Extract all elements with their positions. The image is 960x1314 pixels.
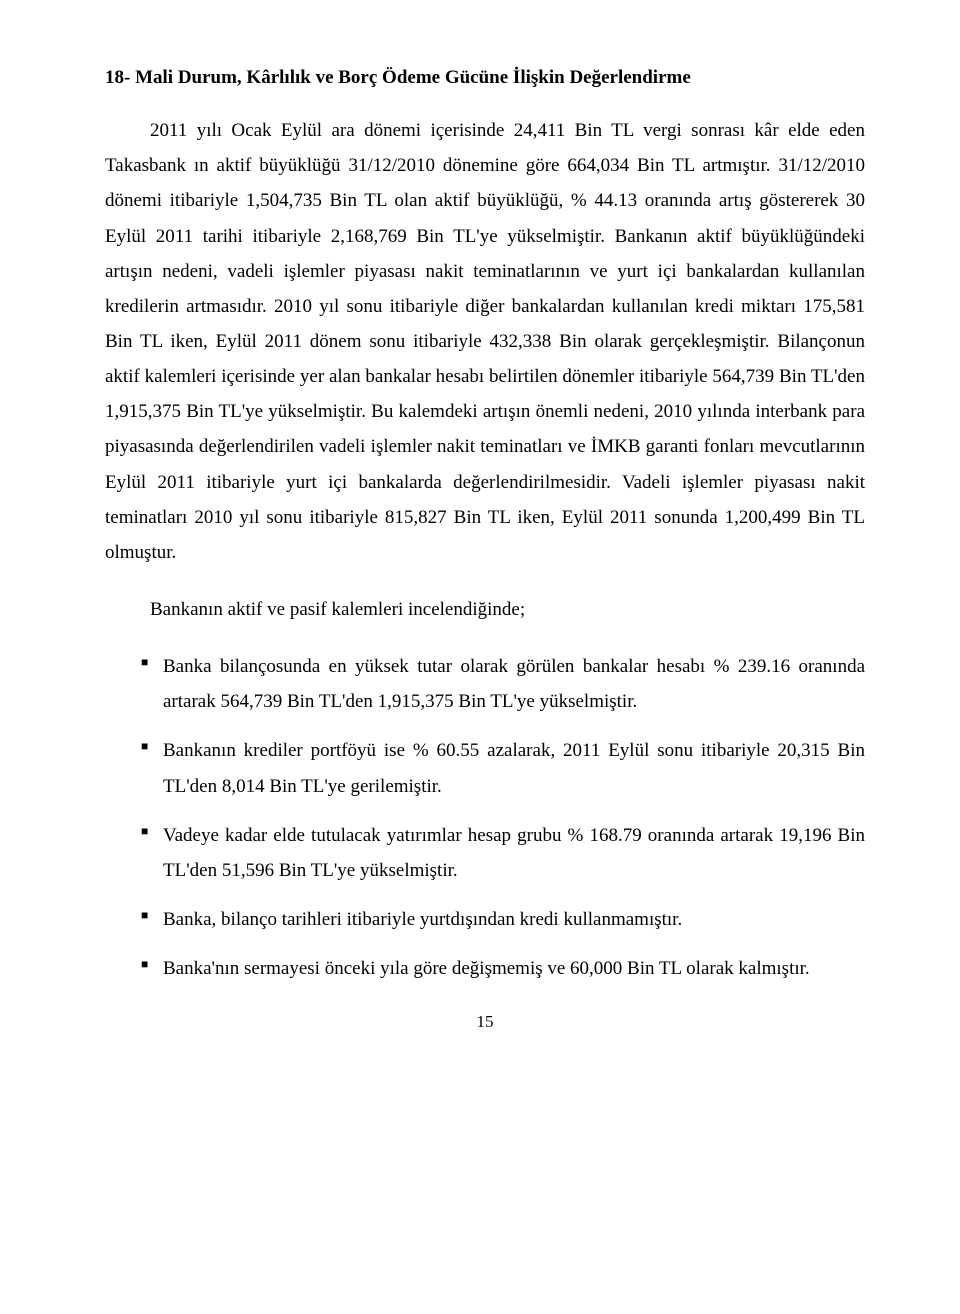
list-item: Banka, bilanço tarihleri itibariyle yurt…: [141, 902, 865, 937]
list-item: Banka'nın sermayesi önceki yıla göre değ…: [141, 951, 865, 986]
bullet-list: Banka bilançosunda en yüksek tutar olara…: [105, 649, 865, 986]
list-item: Banka bilançosunda en yüksek tutar olara…: [141, 649, 865, 719]
section-heading: 18- Mali Durum, Kârlılık ve Borç Ödeme G…: [105, 60, 865, 95]
list-item: Bankanın krediler portföyü ise % 60.55 a…: [141, 733, 865, 803]
page-number: 15: [105, 1006, 865, 1037]
sub-paragraph: Bankanın aktif ve pasif kalemleri incele…: [105, 592, 865, 627]
main-paragraph: 2011 yılı Ocak Eylül ara dönemi içerisin…: [105, 113, 865, 570]
list-item: Vadeye kadar elde tutulacak yatırımlar h…: [141, 818, 865, 888]
